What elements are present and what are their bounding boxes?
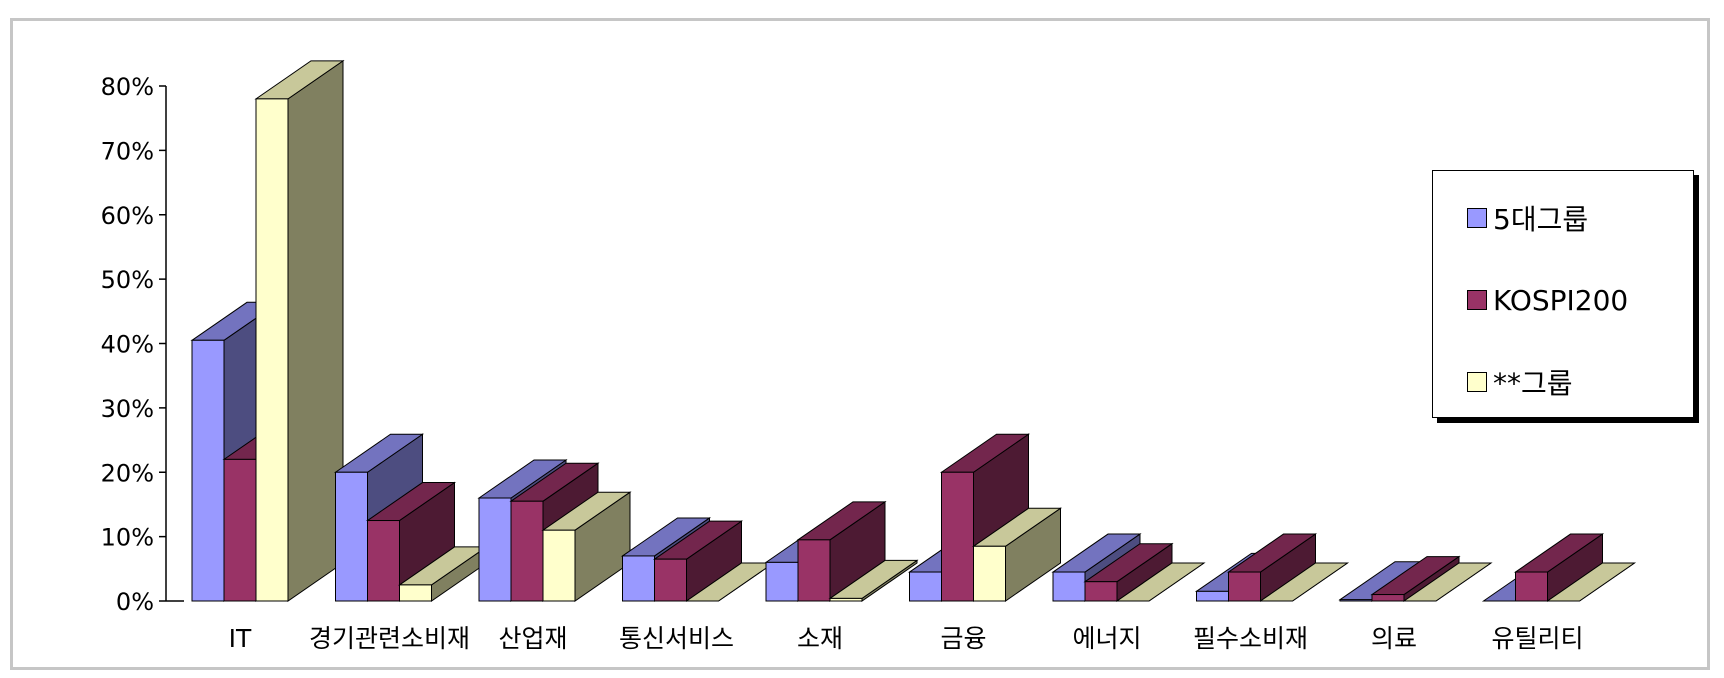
x-tick-label: IT: [229, 624, 252, 653]
y-tick-label: 0%: [116, 588, 154, 616]
y-tick-label: 30%: [101, 395, 154, 423]
bar: [652, 520, 744, 602]
legend-item: 5대그룹: [1467, 201, 1589, 236]
legend: 5대그룹 KOSPI200 **그룹: [1432, 170, 1694, 418]
x-tick-label: 유틸리티: [1491, 624, 1583, 653]
bar: [397, 545, 489, 602]
bar: [1258, 562, 1350, 602]
x-tick-label: 산업재: [498, 624, 567, 653]
y-tick-label: 20%: [101, 459, 154, 487]
bar: [1083, 542, 1174, 602]
x-tick-label: 필수소비재: [1193, 624, 1308, 653]
legend-item: KOSPI200: [1467, 283, 1628, 317]
bars-group: [190, 59, 1637, 602]
legend-swatch: [1467, 208, 1487, 228]
bar: [971, 507, 1063, 602]
x-tick-label: 금융: [940, 624, 986, 653]
y-axis: 0% 10% 20% 30% 40% 50% 60% 70% 80%: [101, 73, 184, 616]
y-tick-label: 50%: [101, 266, 154, 294]
bar: [1513, 533, 1605, 602]
legend-swatch: [1467, 290, 1487, 310]
x-tick-label: 에너지: [1072, 624, 1141, 653]
bar: [828, 559, 919, 602]
bar: [1226, 533, 1318, 602]
x-tick-label: 경기관련소비재: [309, 624, 470, 653]
bar: [541, 491, 632, 602]
y-tick-label: 40%: [101, 331, 154, 359]
bar: [1402, 562, 1493, 602]
bar: [254, 59, 345, 602]
legend-swatch: [1467, 372, 1487, 392]
bar: [1115, 562, 1206, 602]
y-tick-label: 80%: [101, 73, 154, 101]
legend-label: 5대그룹: [1493, 203, 1589, 236]
x-tick-label: 소재: [797, 624, 843, 653]
legend-item: **그룹: [1467, 365, 1573, 400]
bar: [1545, 562, 1637, 602]
x-tick-label: 의료: [1371, 624, 1417, 653]
y-tick-label: 70%: [101, 137, 154, 165]
legend-label: **그룹: [1493, 367, 1573, 400]
x-axis-labels: IT 경기관련소비재 산업재 통신서비스 소재 금융 에너지 필수소비재 의료 유틸리티: [229, 624, 1584, 653]
x-tick-label: 통신서비스: [619, 624, 734, 653]
bar: [1370, 555, 1461, 602]
y-tick-label: 60%: [101, 202, 154, 230]
y-tick-label: 10%: [101, 524, 154, 552]
legend-label: KOSPI200: [1493, 283, 1629, 317]
bar: [796, 500, 887, 602]
